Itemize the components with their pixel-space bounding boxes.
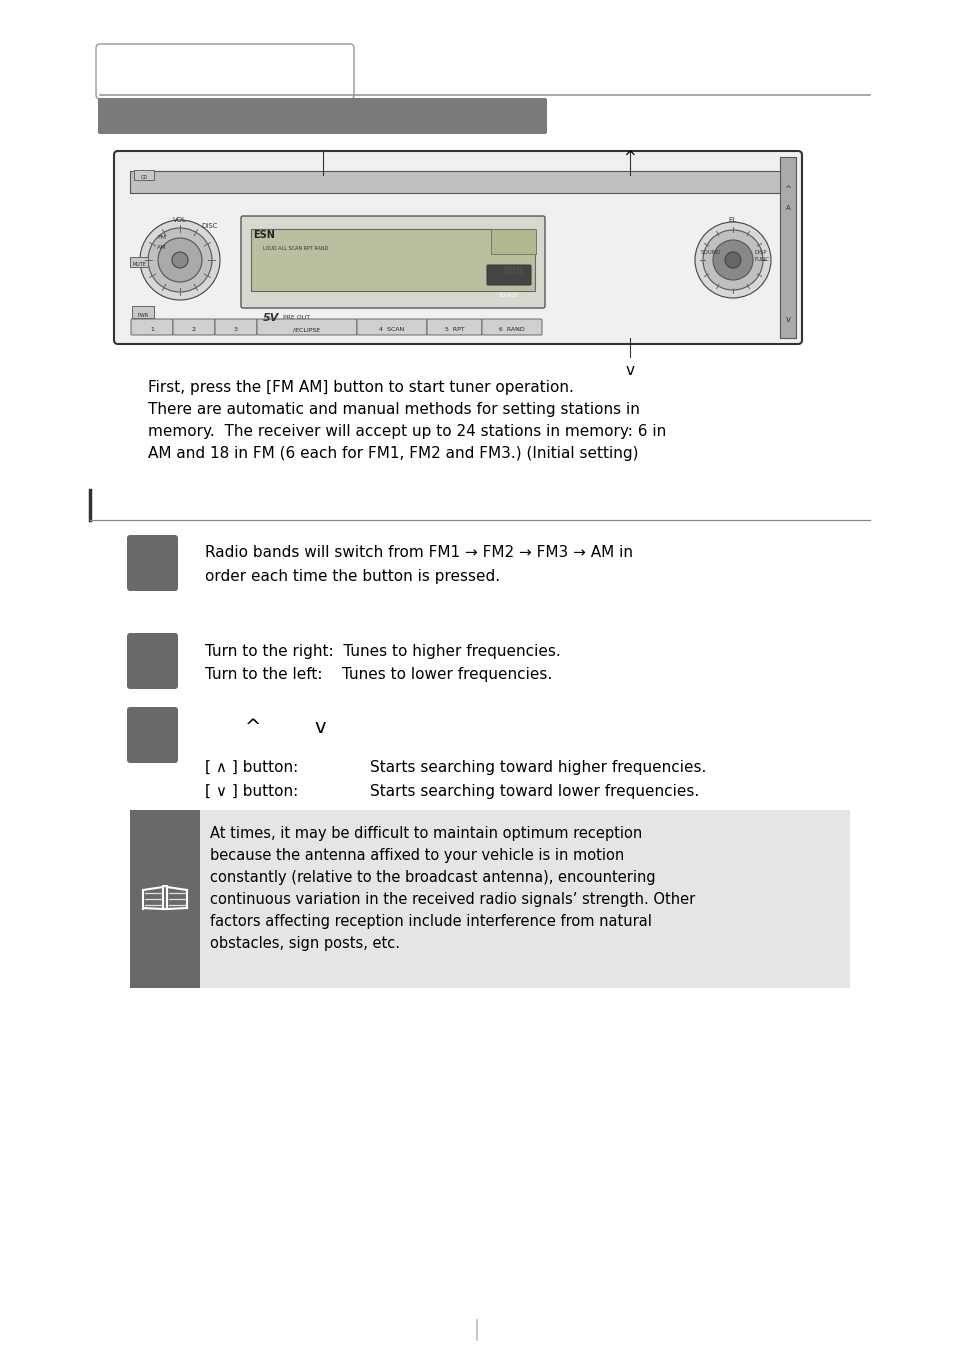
Text: There are automatic and manual methods for setting stations in: There are automatic and manual methods f… — [148, 402, 639, 417]
Text: 1: 1 — [150, 327, 153, 332]
Text: v: v — [784, 314, 790, 324]
Text: Starts searching toward lower frequencies.: Starts searching toward lower frequencie… — [370, 785, 699, 799]
Circle shape — [158, 238, 202, 282]
Text: EL: EL — [728, 217, 737, 224]
FancyBboxPatch shape — [481, 318, 541, 335]
Text: DISP
FUNC: DISP FUNC — [754, 251, 769, 262]
Text: ^: ^ — [783, 186, 791, 194]
Text: FM: FM — [157, 234, 167, 240]
FancyBboxPatch shape — [214, 318, 256, 335]
Text: VOL: VOL — [172, 217, 187, 224]
FancyBboxPatch shape — [113, 150, 801, 344]
Text: Starts searching toward higher frequencies.: Starts searching toward higher frequenci… — [370, 760, 705, 775]
Text: [ ∧ ] button:: [ ∧ ] button: — [205, 760, 298, 775]
FancyBboxPatch shape — [427, 318, 481, 335]
FancyBboxPatch shape — [256, 318, 356, 335]
Text: 2: 2 — [192, 327, 195, 332]
Circle shape — [695, 222, 770, 298]
Text: ^: ^ — [245, 718, 261, 737]
Text: 3: 3 — [233, 327, 237, 332]
Text: ESN: ESN — [253, 230, 274, 240]
FancyBboxPatch shape — [96, 43, 354, 99]
Text: AM and 18 in FM (6 each for FM1, FM2 and FM3.) (Initial setting): AM and 18 in FM (6 each for FM1, FM2 and… — [148, 446, 638, 461]
Text: order each time the button is pressed.: order each time the button is pressed. — [205, 569, 499, 584]
Bar — [251, 229, 535, 291]
Text: CD 5405: CD 5405 — [498, 230, 535, 238]
Bar — [780, 157, 795, 337]
Text: MUTE: MUTE — [132, 262, 146, 267]
Text: SOURCE: SOURCE — [498, 293, 518, 298]
Bar — [130, 257, 148, 267]
Text: At times, it may be difficult to maintain optimum reception: At times, it may be difficult to maintai… — [210, 827, 641, 841]
Circle shape — [140, 220, 220, 299]
Text: because the antenna affixed to your vehicle is in motion: because the antenna affixed to your vehi… — [210, 848, 623, 863]
Text: 6  RAND: 6 RAND — [498, 327, 524, 332]
FancyBboxPatch shape — [486, 266, 531, 285]
FancyBboxPatch shape — [127, 633, 178, 688]
Bar — [130, 810, 849, 988]
Text: [ ∨ ] button:: [ ∨ ] button: — [205, 785, 298, 799]
Text: v: v — [625, 363, 634, 378]
FancyBboxPatch shape — [98, 98, 546, 134]
FancyBboxPatch shape — [172, 318, 214, 335]
Text: DISC: DISC — [202, 224, 218, 229]
Text: factors affecting reception include interference from natural: factors affecting reception include inte… — [210, 915, 651, 930]
Circle shape — [702, 230, 762, 290]
Text: Radio bands will switch from FM1 → FM2 → FM3 → AM in: Radio bands will switch from FM1 → FM2 →… — [205, 545, 633, 560]
Bar — [491, 229, 536, 253]
Circle shape — [724, 252, 740, 268]
Text: /ECLIPSE: /ECLIPSE — [294, 327, 320, 332]
Text: 5  RPT: 5 RPT — [444, 327, 464, 332]
FancyBboxPatch shape — [127, 707, 178, 763]
Bar — [130, 171, 785, 192]
Bar — [133, 169, 153, 180]
Circle shape — [712, 240, 752, 280]
FancyBboxPatch shape — [127, 535, 178, 591]
Text: ^: ^ — [623, 150, 636, 165]
FancyBboxPatch shape — [131, 318, 172, 335]
Text: memory.  The receiver will accept up to 24 stations in memory: 6 in: memory. The receiver will accept up to 2… — [148, 424, 665, 439]
Text: SOUND: SOUND — [700, 251, 720, 255]
Text: LOUD ALL SCAN RPT RAND: LOUD ALL SCAN RPT RAND — [263, 247, 328, 251]
Bar — [132, 306, 153, 318]
Text: Turn to the left:    Tunes to lower frequencies.: Turn to the left: Tunes to lower frequen… — [205, 667, 552, 682]
FancyBboxPatch shape — [241, 215, 544, 308]
Bar — [130, 810, 200, 988]
Text: 5V: 5V — [263, 313, 279, 322]
Text: First, press the [FM AM] button to start tuner operation.: First, press the [FM AM] button to start… — [148, 379, 574, 396]
FancyBboxPatch shape — [356, 318, 427, 335]
Text: AM: AM — [157, 245, 167, 251]
Text: PWR: PWR — [137, 313, 149, 318]
Text: v: v — [314, 718, 325, 737]
Text: 888: 888 — [502, 266, 523, 276]
Text: PRE OUT: PRE OUT — [283, 314, 310, 320]
Circle shape — [148, 228, 212, 291]
Text: A: A — [785, 205, 789, 211]
Text: 4  SCAN: 4 SCAN — [379, 327, 404, 332]
Text: constantly (relative to the broadcast antenna), encountering: constantly (relative to the broadcast an… — [210, 870, 655, 885]
Text: continuous variation in the received radio signals’ strength. Other: continuous variation in the received rad… — [210, 892, 695, 906]
Text: obstacles, sign posts, etc.: obstacles, sign posts, etc. — [210, 936, 399, 951]
Text: CD: CD — [140, 175, 148, 180]
Circle shape — [172, 252, 188, 268]
Text: Turn to the right:  Tunes to higher frequencies.: Turn to the right: Tunes to higher frequ… — [205, 644, 560, 659]
